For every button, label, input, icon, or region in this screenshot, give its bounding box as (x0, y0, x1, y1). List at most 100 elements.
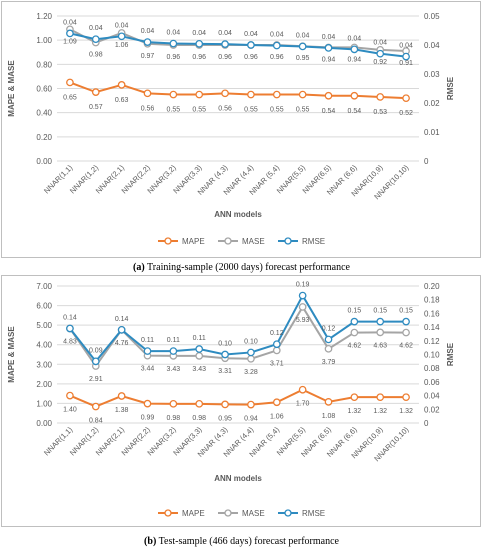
y-tick-right: 0 (424, 157, 429, 166)
x-axis-title: ANN models (214, 474, 262, 483)
y-tick-left: 1.00 (36, 36, 52, 45)
data-label-mase: 3.43 (167, 366, 181, 373)
point-rmse (376, 49, 385, 58)
y-tick-left: 6.00 (36, 302, 52, 311)
data-label-rmse: 0.04 (270, 32, 284, 39)
data-label-mase: 2.91 (89, 376, 103, 383)
y-tick-right: 0.04 (424, 41, 440, 50)
data-label-rmse: 0.04 (322, 34, 336, 41)
data-label-mape: 0.99 (141, 415, 155, 422)
point-mape (195, 399, 204, 408)
y-tick-right: 0.10 (424, 351, 440, 360)
data-label-mase: 4.63 (373, 342, 387, 349)
point-mape (195, 90, 204, 99)
legend-marker-mase (224, 237, 232, 245)
data-label-rmse: 0.12 (270, 330, 284, 337)
data-label-rmse: 0.14 (115, 316, 129, 323)
data-label-mase: 0.96 (167, 54, 181, 61)
point-rmse (143, 38, 152, 46)
legend-label-rmse: RMSE (302, 509, 325, 518)
point-mape (272, 398, 281, 407)
point-mase (324, 344, 333, 353)
y-tick-right: 0.12 (424, 337, 440, 346)
data-label-mape: 1.40 (63, 407, 77, 414)
data-label-mase: 4.62 (399, 343, 413, 350)
data-label-mase: 3.79 (322, 359, 336, 366)
point-mape (221, 89, 229, 98)
chart-test-svg: 0.00 1.00 2.00 3.00 4.00 5.00 6.00 7.00 0 0.02 0.0… (7, 282, 455, 518)
caption-b: (b) Test-sample (466 days) forecast perf… (0, 536, 483, 547)
y-tick-right: 0.18 (424, 296, 440, 305)
point-mape (298, 385, 307, 394)
point-mase (247, 354, 255, 363)
data-label-mase: 0.96 (218, 54, 232, 61)
point-rmse (298, 291, 307, 300)
data-label-mape: 0.95 (218, 415, 232, 422)
point-rmse (169, 347, 178, 355)
point-rmse (247, 348, 255, 357)
caption-b-text: Test-sample (466 days) forecast performa… (158, 536, 339, 547)
data-label-rmse: 0.04 (348, 35, 362, 42)
point-rmse (117, 32, 126, 41)
data-label-rmse: 0.11 (141, 337, 154, 344)
caption-a: (a) Training-sample (2000 days) forecast… (0, 262, 483, 273)
point-mape (66, 391, 74, 400)
data-label-rmse: 0.04 (399, 43, 413, 50)
y-tick-left: 1.20 (36, 12, 52, 21)
data-label-mase: 0.96 (270, 54, 284, 61)
point-mape (247, 90, 255, 99)
y-tick-left: 2.00 (36, 380, 52, 389)
data-label-rmse: 0.11 (193, 335, 206, 342)
point-rmse (66, 324, 74, 333)
data-label-mape: 0.56 (141, 105, 155, 112)
data-label-rmse: 0.15 (348, 308, 362, 315)
data-label-mape: 1.38 (115, 407, 129, 414)
data-label-mase: 4.62 (348, 343, 362, 350)
point-rmse (91, 35, 100, 44)
data-label-rmse: 0.14 (63, 314, 77, 321)
y-tick-right: 0.20 (424, 282, 440, 291)
data-label-mape: 0.65 (63, 94, 77, 101)
data-label-rmse: 0.11 (167, 337, 180, 344)
point-rmse (117, 325, 126, 334)
point-rmse (272, 41, 281, 50)
series-line-rmse (69, 32, 407, 58)
data-label-mape: 0.94 (244, 416, 258, 423)
legend-label-mase: MASE (242, 237, 265, 246)
data-label-rmse: 0.04 (296, 32, 310, 39)
point-rmse (91, 357, 100, 366)
data-label-mase: 5.93 (296, 317, 310, 324)
caption-b-label: (b) (144, 536, 157, 547)
point-rmse (350, 45, 359, 54)
data-label-mase: 0.96 (192, 54, 206, 61)
data-label-mape: 0.55 (244, 107, 258, 114)
point-mape (324, 91, 333, 100)
point-rmse (195, 345, 204, 353)
point-mape (143, 89, 152, 98)
legend-marker-rmse (284, 237, 292, 245)
point-mape (117, 392, 126, 400)
data-label-rmse: 0.19 (296, 282, 310, 289)
y-tick-right: 0.16 (424, 309, 440, 318)
point-rmse (195, 39, 204, 48)
series-line-mape (69, 388, 407, 408)
data-label-rmse: 0.10 (218, 341, 232, 348)
y-tick-left: 0.60 (36, 85, 52, 94)
data-label-mase: 3.28 (244, 369, 258, 376)
point-mape (350, 393, 359, 402)
y-tick-left: 0.00 (36, 157, 52, 166)
data-label-mape: 0.84 (89, 418, 103, 425)
data-label-mase: 0.92 (373, 59, 387, 66)
caption-a-text: Training-sample (2000 days) forecast per… (147, 262, 350, 273)
y-tick-right: 0.06 (424, 378, 440, 387)
data-label-mase: 3.44 (141, 366, 155, 373)
data-label-mase: 0.94 (348, 56, 362, 63)
y-tick-left: 3.00 (36, 360, 52, 369)
point-mape (247, 400, 255, 409)
point-mape (272, 90, 281, 99)
y-tick-right: 0.04 (424, 392, 440, 401)
point-mase (298, 303, 307, 311)
data-label-rmse: 0.04 (115, 22, 129, 29)
point-mape (143, 399, 152, 408)
data-label-mase: 3.31 (218, 368, 232, 375)
